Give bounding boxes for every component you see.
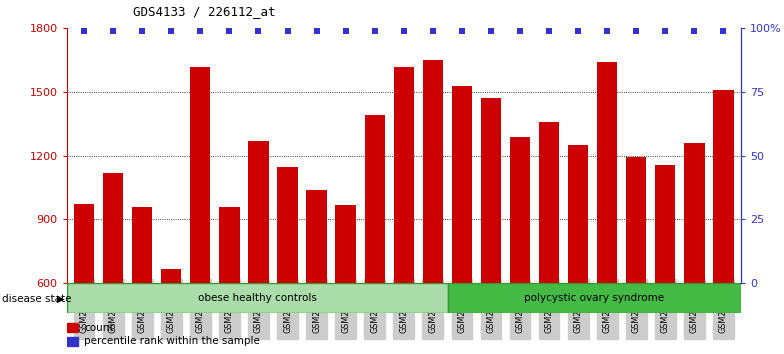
Bar [220, 207, 240, 354]
Bar [249, 141, 269, 354]
Bar [161, 269, 181, 354]
Bar [67, 324, 78, 332]
Point [688, 28, 701, 34]
Text: percentile rank within the sample: percentile rank within the sample [85, 336, 260, 346]
Point [368, 28, 381, 34]
Bar [191, 67, 210, 354]
Point [397, 28, 410, 34]
Bar [67, 337, 78, 346]
Bar [713, 90, 734, 354]
Point [543, 28, 555, 34]
Point [717, 28, 730, 34]
Point [456, 28, 468, 34]
Bar [74, 204, 94, 354]
Point [485, 28, 497, 34]
Text: disease state: disease state [2, 294, 71, 304]
Bar [626, 157, 647, 354]
Point [136, 28, 148, 34]
Bar [452, 86, 472, 354]
Bar [568, 145, 588, 354]
Point [630, 28, 643, 34]
Bar [67, 283, 448, 313]
Text: ▶: ▶ [57, 294, 65, 304]
Text: obese healthy controls: obese healthy controls [198, 293, 317, 303]
Point [601, 28, 613, 34]
Bar [510, 137, 530, 354]
Bar [132, 207, 152, 354]
Text: count: count [85, 323, 114, 333]
Bar [365, 115, 385, 354]
Bar [103, 173, 123, 354]
Bar [481, 98, 501, 354]
Point [107, 28, 119, 34]
Bar [278, 167, 298, 354]
Bar [655, 165, 676, 354]
Point [78, 28, 90, 34]
Point [165, 28, 177, 34]
Point [659, 28, 672, 34]
Point [514, 28, 526, 34]
Point [339, 28, 352, 34]
Point [194, 28, 207, 34]
Bar [539, 122, 559, 354]
Bar [336, 205, 356, 354]
Point [310, 28, 323, 34]
Text: GDS4133 / 226112_at: GDS4133 / 226112_at [133, 5, 276, 18]
Bar [684, 143, 705, 354]
Point [426, 28, 439, 34]
Bar [448, 283, 741, 313]
Bar [597, 62, 617, 354]
Point [223, 28, 236, 34]
Point [252, 28, 265, 34]
Bar [394, 67, 414, 354]
Bar [423, 60, 443, 354]
Bar [307, 190, 327, 354]
Point [281, 28, 294, 34]
Point [572, 28, 584, 34]
Text: polycystic ovary syndrome: polycystic ovary syndrome [524, 293, 664, 303]
